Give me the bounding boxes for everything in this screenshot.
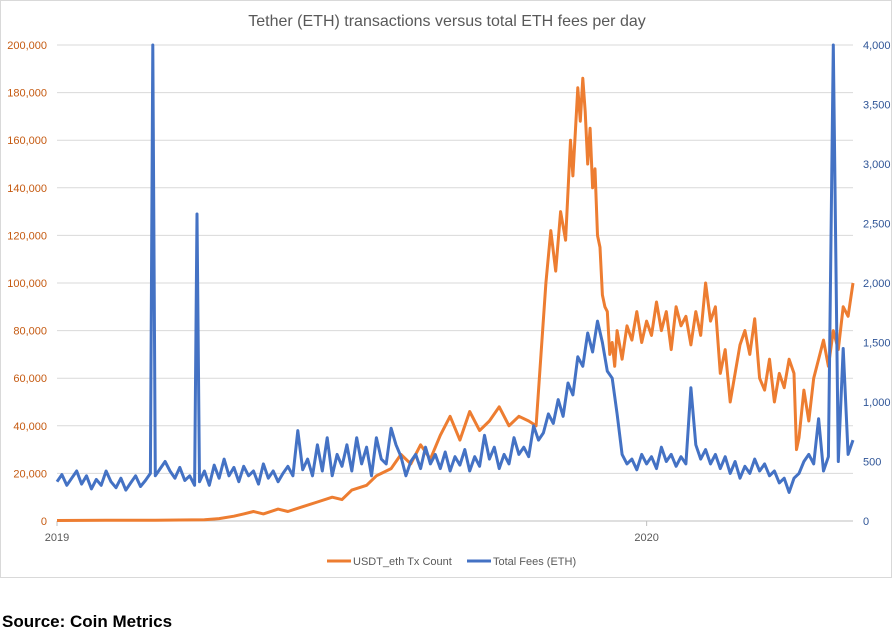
right-axis-tick-label: 0 — [863, 516, 869, 528]
left-axis-tick-label: 60,000 — [13, 373, 47, 385]
series-line-usdt-tx-count — [56, 76, 855, 522]
right-axis-tick-label: 3,000 — [863, 159, 891, 171]
left-axis-tick-label: 200,000 — [7, 40, 47, 52]
x-axis-tick-label: 2020 — [634, 532, 658, 544]
series-line-total-fees — [55, 43, 855, 494]
axes: 0 20,000 40,000 60,000 80,000 100,000 120,000 1… — [7, 40, 890, 544]
left-axis-tick-label: 180,000 — [7, 88, 47, 100]
left-axis-tick-label: 120,000 — [7, 230, 47, 242]
right-axis-tick-label: 2,500 — [863, 219, 891, 231]
source-caption: Source: Coin Metrics — [2, 612, 173, 631]
x-axis-tick-label: 2019 — [45, 532, 69, 544]
right-axis-tick-label: 4,000 — [863, 40, 891, 52]
right-axis-tick-label: 3,500 — [863, 100, 891, 112]
right-axis-tick-label: 1,000 — [863, 397, 891, 409]
right-axis-tick-label: 1,500 — [863, 338, 891, 350]
gridlines — [57, 44, 853, 522]
left-axis-tick-label: 40,000 — [13, 421, 47, 433]
left-axis-tick-label: 80,000 — [13, 326, 47, 338]
left-axis-tick-label: 20,000 — [13, 468, 47, 480]
left-axis-tick-label: 160,000 — [7, 135, 47, 147]
right-axis-tick-label: 500 — [863, 457, 881, 469]
chart-frame: Tether (ETH) transactions versus total E… — [0, 0, 892, 578]
chart-svg: Tether (ETH) transactions versus total E… — [7, 13, 890, 568]
legend: USDT_eth Tx Count Total Fees (ETH) — [327, 556, 576, 568]
chart-title: Tether (ETH) transactions versus total E… — [248, 13, 645, 30]
series-lines — [55, 43, 855, 522]
right-axis-tick-label: 2,000 — [863, 278, 891, 290]
left-axis-tick-label: 100,000 — [7, 278, 47, 290]
legend-label-fees: Total Fees (ETH) — [493, 556, 576, 568]
legend-label-usdt: USDT_eth Tx Count — [353, 556, 452, 568]
left-axis-tick-label: 0 — [41, 516, 47, 528]
left-axis-tick-label: 140,000 — [7, 183, 47, 195]
